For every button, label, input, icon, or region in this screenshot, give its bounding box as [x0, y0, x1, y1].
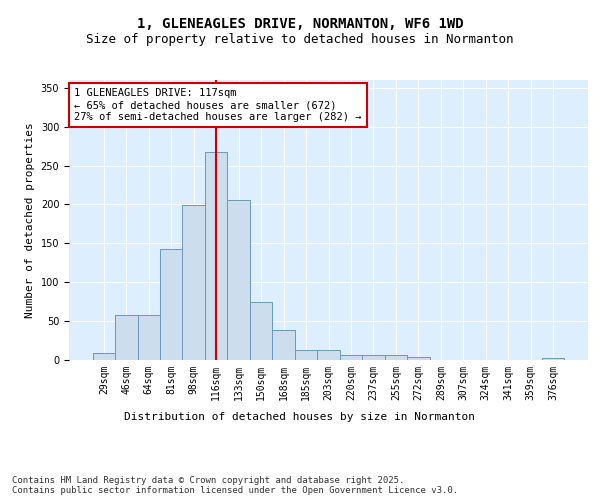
- Bar: [317, 350, 340, 360]
- Y-axis label: Number of detached properties: Number of detached properties: [25, 122, 35, 318]
- Text: Distribution of detached houses by size in Normanton: Distribution of detached houses by size …: [125, 412, 476, 422]
- Bar: [227, 200, 250, 360]
- Bar: [137, 315, 160, 360]
- Text: Contains HM Land Registry data © Crown copyright and database right 2025.
Contai: Contains HM Land Registry data © Crown c…: [12, 476, 458, 495]
- Bar: [385, 354, 407, 360]
- Bar: [160, 249, 182, 360]
- Bar: [407, 357, 430, 360]
- Text: Size of property relative to detached houses in Normanton: Size of property relative to detached ho…: [86, 32, 514, 46]
- Bar: [542, 358, 565, 360]
- Bar: [272, 330, 295, 360]
- Bar: [182, 205, 205, 360]
- Bar: [115, 315, 137, 360]
- Text: 1, GLENEAGLES DRIVE, NORMANTON, WF6 1WD: 1, GLENEAGLES DRIVE, NORMANTON, WF6 1WD: [137, 18, 463, 32]
- Bar: [340, 354, 362, 360]
- Bar: [295, 350, 317, 360]
- Bar: [250, 302, 272, 360]
- Bar: [362, 354, 385, 360]
- Bar: [205, 152, 227, 360]
- Bar: [92, 353, 115, 360]
- Text: 1 GLENEAGLES DRIVE: 117sqm
← 65% of detached houses are smaller (672)
27% of sem: 1 GLENEAGLES DRIVE: 117sqm ← 65% of deta…: [74, 88, 362, 122]
